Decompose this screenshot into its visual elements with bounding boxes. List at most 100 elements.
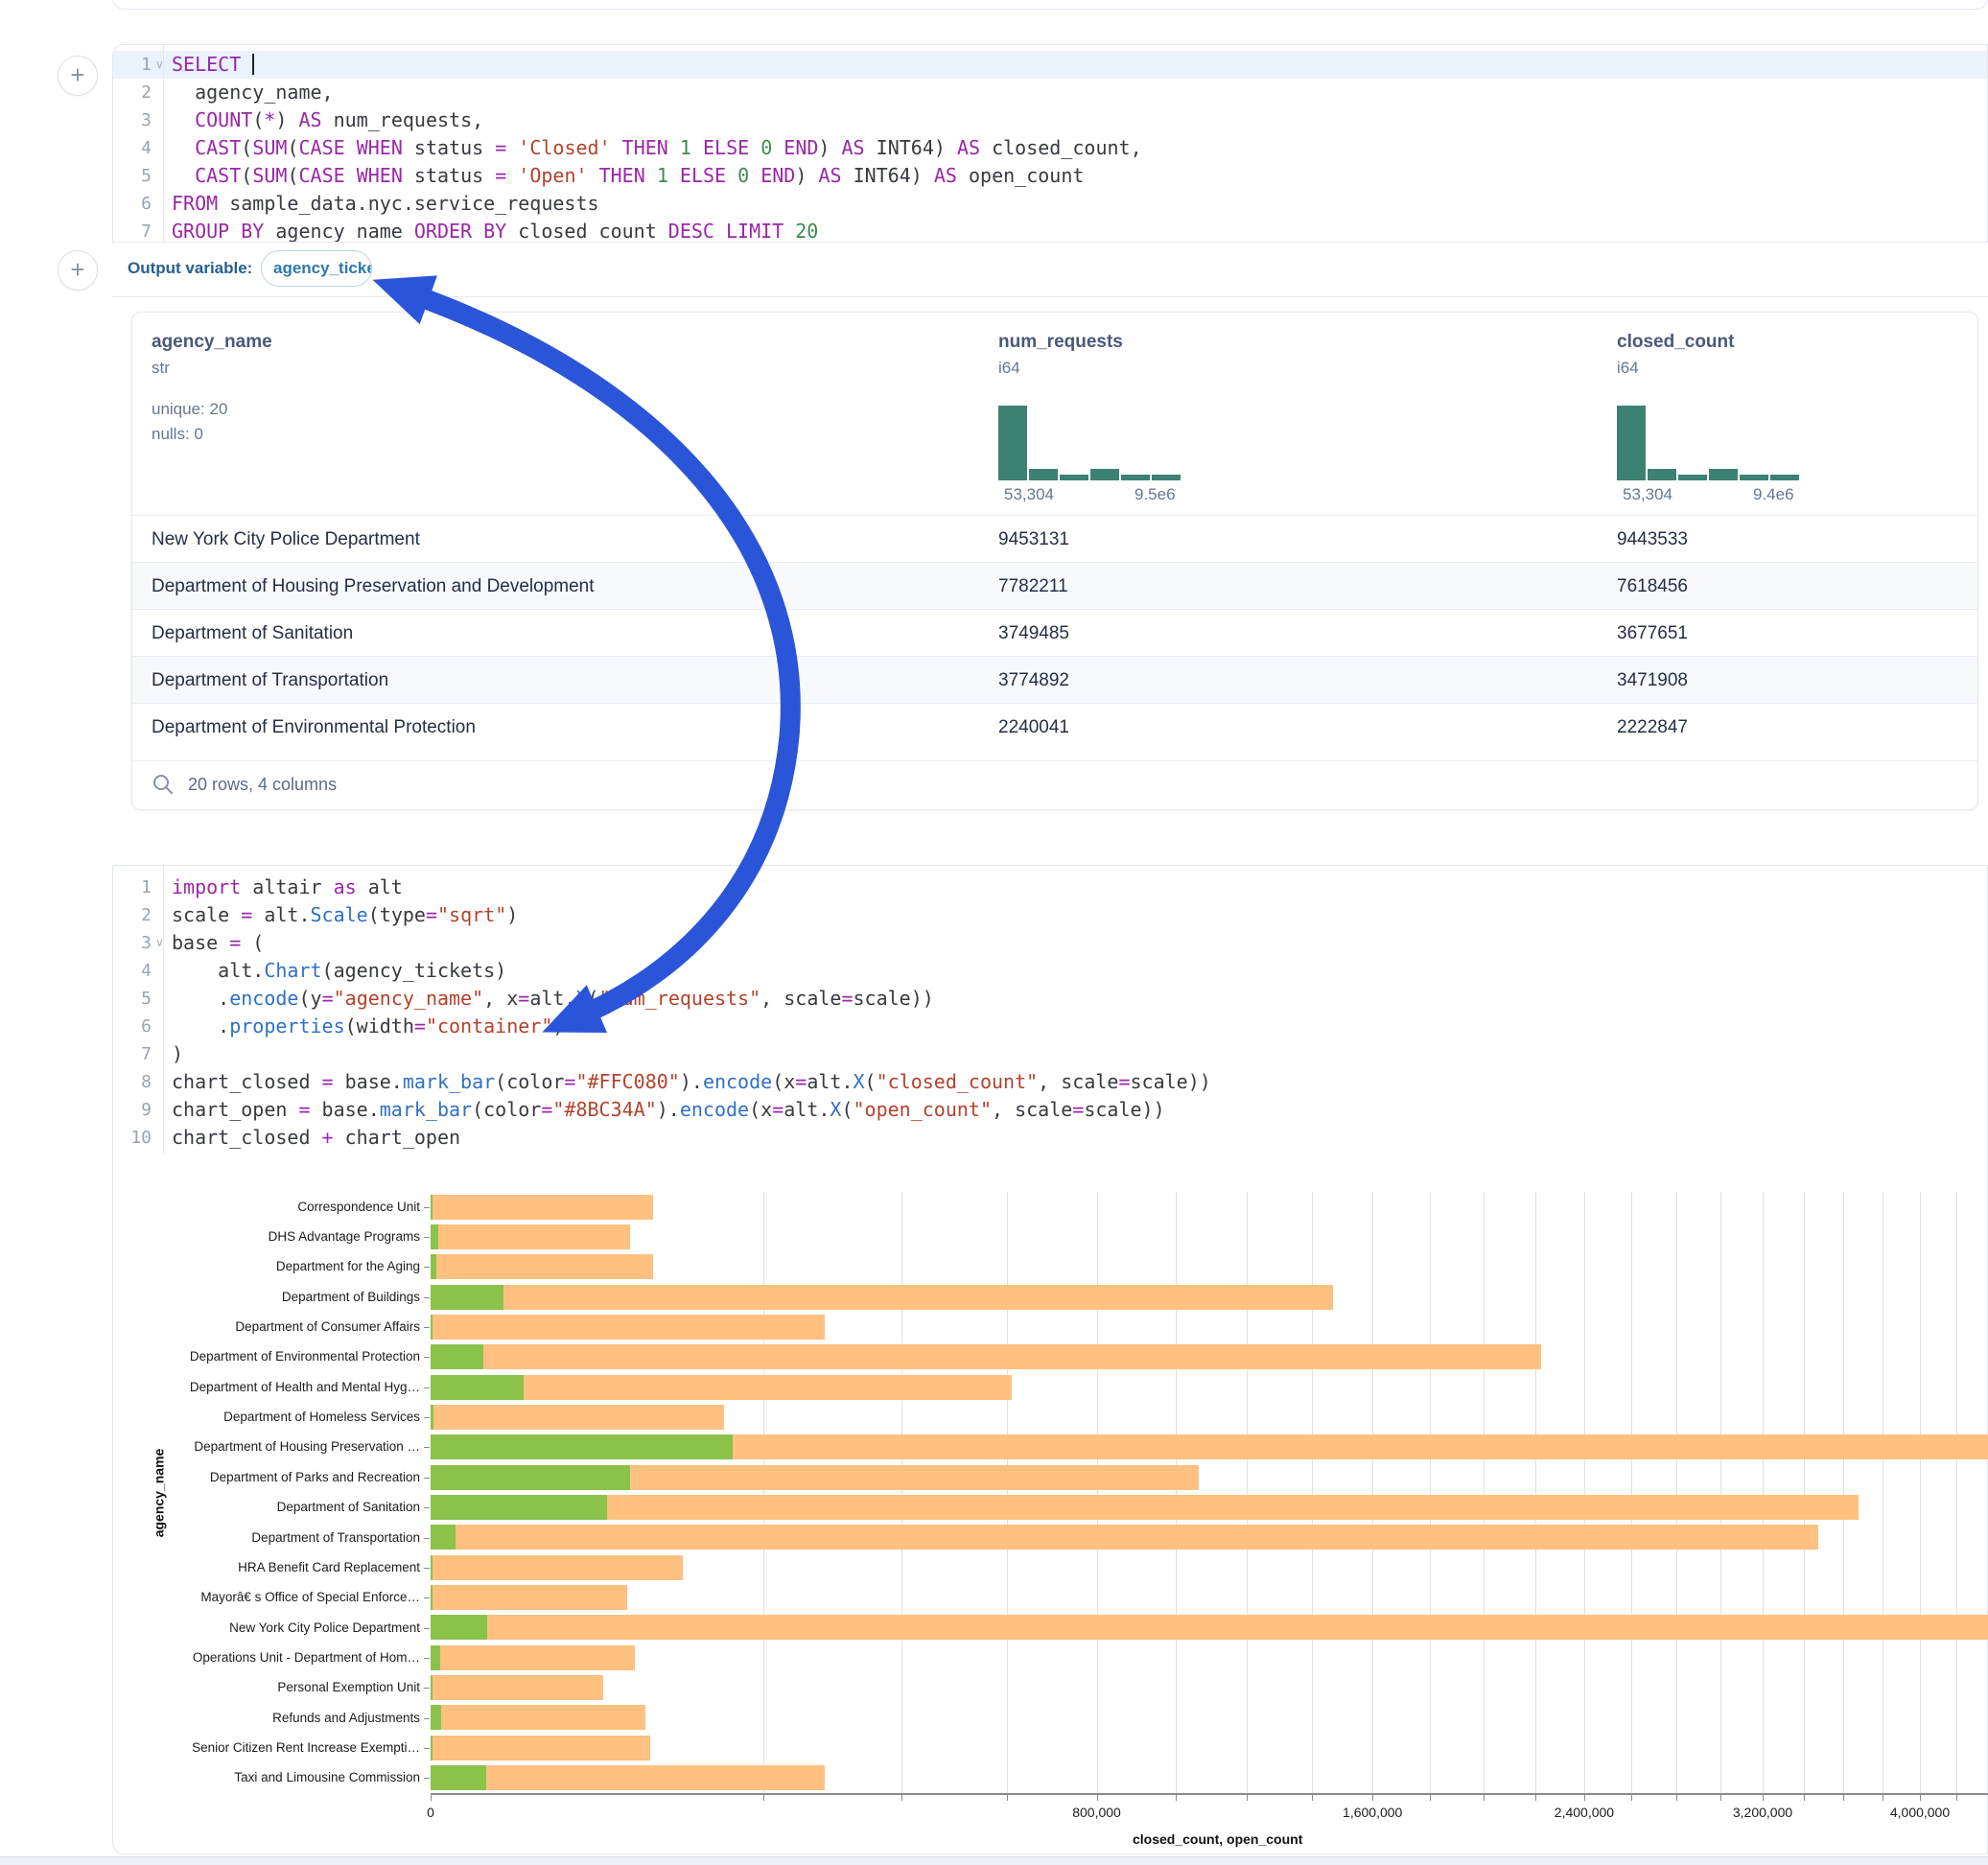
add-cell-button-top[interactable]: + <box>58 56 98 96</box>
y-axis-tick <box>424 1447 430 1449</box>
code-line[interactable]: 1 import altair as alt <box>113 874 1987 901</box>
code-line[interactable]: 5 .encode(y="agency_name", x=alt.X("num_… <box>113 985 1987 1013</box>
code-text: import altair as alt <box>172 875 403 898</box>
x-axis-tick <box>1484 1795 1485 1801</box>
histogram-bar <box>1090 469 1119 480</box>
code-text: ) <box>172 1042 184 1065</box>
chart-bar-open_count <box>431 1254 436 1280</box>
line-number: 10 <box>130 1128 152 1148</box>
y-axis-tick <box>424 1327 430 1329</box>
histogram-bar <box>1648 469 1676 480</box>
y-axis-label: Department of Sanitation <box>276 1500 420 1515</box>
output-variable-pill[interactable]: agency_tickets <box>261 250 372 287</box>
column-type: i64 <box>1617 359 1639 377</box>
chart-bar-open_count <box>431 1404 434 1430</box>
code-line[interactable]: 8 chart_closed = base.mark_bar(color="#FF… <box>113 1068 1987 1096</box>
y-axis-label: Taxi and Limousine Commission <box>234 1770 420 1785</box>
table-cell: 7618456 <box>1617 576 1688 596</box>
line-number: 6 <box>141 1016 152 1037</box>
code-text: scale = alt.Scale(type="sqrt") <box>172 903 519 926</box>
table-row: New York City Police Department 9453131 94… <box>132 515 1977 562</box>
chart-bar-open_count <box>431 1585 433 1611</box>
chart-bar-open_count <box>431 1374 524 1400</box>
chart-bar-open_count <box>431 1495 607 1520</box>
gridline <box>1534 1192 1536 1793</box>
column-header[interactable]: num_requests <box>998 332 1123 352</box>
table-cell: 9453131 <box>998 529 1069 549</box>
python-editor[interactable]: 1 import altair as alt 2 scale = alt.Scale(… <box>113 874 1987 1152</box>
gridline <box>1484 1192 1485 1793</box>
code-line[interactable]: 6 .properties(width="container") <box>113 1013 1987 1040</box>
histogram-max-label: 9.5e6 <box>1134 485 1176 503</box>
code-line[interactable]: 3 COUNT(*) AS num_requests, <box>113 106 1987 134</box>
gridline <box>1763 1192 1765 1793</box>
x-axis-tick <box>1719 1795 1721 1801</box>
y-axis-label: Department of Transportation <box>251 1529 420 1545</box>
gutter-separator <box>163 45 164 244</box>
y-axis-label: Department of Housing Preservation … <box>194 1439 420 1455</box>
sql-editor[interactable]: 1 ∨ SELECT 2 agency_name, 3 COUNT(*) AS num… <box>113 51 1987 245</box>
y-axis-tick <box>424 1747 430 1749</box>
y-axis-label: Department of Environmental Protection <box>189 1349 420 1364</box>
y-axis-label: Operations Unit - Department of Hom… <box>192 1649 420 1665</box>
code-text: FROM sample_data.nyc.service_requests <box>172 192 599 215</box>
code-line[interactable]: 6 FROM sample_data.nyc.service_requests <box>113 190 1987 218</box>
y-axis-tick <box>424 1507 430 1509</box>
code-line[interactable]: 1 ∨ SELECT <box>113 51 1987 79</box>
chart-bar-closed_count <box>431 1314 825 1340</box>
x-axis-tick <box>1175 1795 1177 1801</box>
code-line[interactable]: 3 ∨ base = ( <box>113 929 1987 957</box>
code-line[interactable]: 7 GROUP BY agency_name ORDER BY closed_co… <box>113 218 1987 245</box>
histogram-bar <box>1152 475 1181 480</box>
table-row: Department of Sanitation 3749485 3677651 <box>132 609 1977 656</box>
chart-bar-closed_count <box>431 1404 724 1430</box>
line-number: 8 <box>141 1072 152 1092</box>
code-text: .encode(y="agency_name", x=alt.X("num_re… <box>172 987 934 1010</box>
code-line[interactable]: 7) <box>113 1040 1987 1068</box>
x-tick-label: 3,200,000 <box>1732 1805 1793 1820</box>
code-line[interactable]: 4 CAST(SUM(CASE WHEN status = 'Closed' T… <box>113 134 1987 162</box>
y-axis-tick <box>424 1597 430 1599</box>
x-axis-tick <box>1920 1795 1921 1801</box>
code-line[interactable]: 9 chart_open = base.mark_bar(color="#8BC3… <box>113 1096 1987 1124</box>
histogram-bar <box>1678 475 1707 480</box>
histogram-bar <box>1060 475 1088 480</box>
gridline <box>1956 1192 1958 1793</box>
collapse-chevron-icon[interactable]: ∨ <box>155 58 164 71</box>
x-axis-tick <box>1676 1795 1678 1801</box>
code-line[interactable]: 2 agency_name, <box>113 79 1987 106</box>
table-cell: Department of Housing Preservation and D… <box>152 576 595 596</box>
table-cell: 3677651 <box>1617 623 1688 643</box>
code-line[interactable]: 2 scale = alt.Scale(type="sqrt") <box>113 901 1987 929</box>
line-number: 2 <box>141 82 152 103</box>
line-number: 3 <box>141 933 152 953</box>
chart-bar-open_count <box>431 1194 433 1220</box>
chart-bar-closed_count <box>431 1374 1013 1400</box>
code-text: agency_name, <box>172 81 334 104</box>
code-line[interactable]: 5 CAST(SUM(CASE WHEN status = 'Open' THE… <box>113 162 1987 190</box>
column-histogram <box>998 404 1200 480</box>
column-header[interactable]: closed_count <box>1617 332 1735 352</box>
table-row: Department of Housing Preservation and D… <box>132 562 1977 609</box>
code-line[interactable]: 10 chart_closed + chart_open <box>113 1124 1987 1152</box>
table-cell: 3471908 <box>1617 670 1688 690</box>
histogram-min-label: 53,304 <box>1004 485 1054 503</box>
line-number: 1 <box>141 55 152 75</box>
y-axis-label: Department of Health and Mental Hyg… <box>189 1379 420 1394</box>
previous-cell-edge <box>112 0 1988 10</box>
code-line[interactable]: 4 alt.Chart(agency_tickets) <box>113 957 1987 985</box>
y-axis-tick <box>424 1206 430 1208</box>
x-axis-line <box>431 1793 1988 1795</box>
search-icon[interactable] <box>152 773 175 796</box>
table-cell: New York City Police Department <box>152 529 420 549</box>
collapse-chevron-icon[interactable]: ∨ <box>155 936 164 949</box>
x-axis-tick <box>1583 1795 1585 1801</box>
add-cell-button-output[interactable]: + <box>58 250 98 291</box>
chart-bar-closed_count <box>431 1194 653 1220</box>
line-number: 7 <box>141 1044 152 1064</box>
x-axis-tick <box>1096 1795 1098 1801</box>
chart-bar-closed_count <box>431 1585 628 1611</box>
table-cell: Department of Sanitation <box>152 623 354 643</box>
column-header[interactable]: agency_name <box>152 332 272 352</box>
x-axis-tick <box>1534 1795 1536 1801</box>
